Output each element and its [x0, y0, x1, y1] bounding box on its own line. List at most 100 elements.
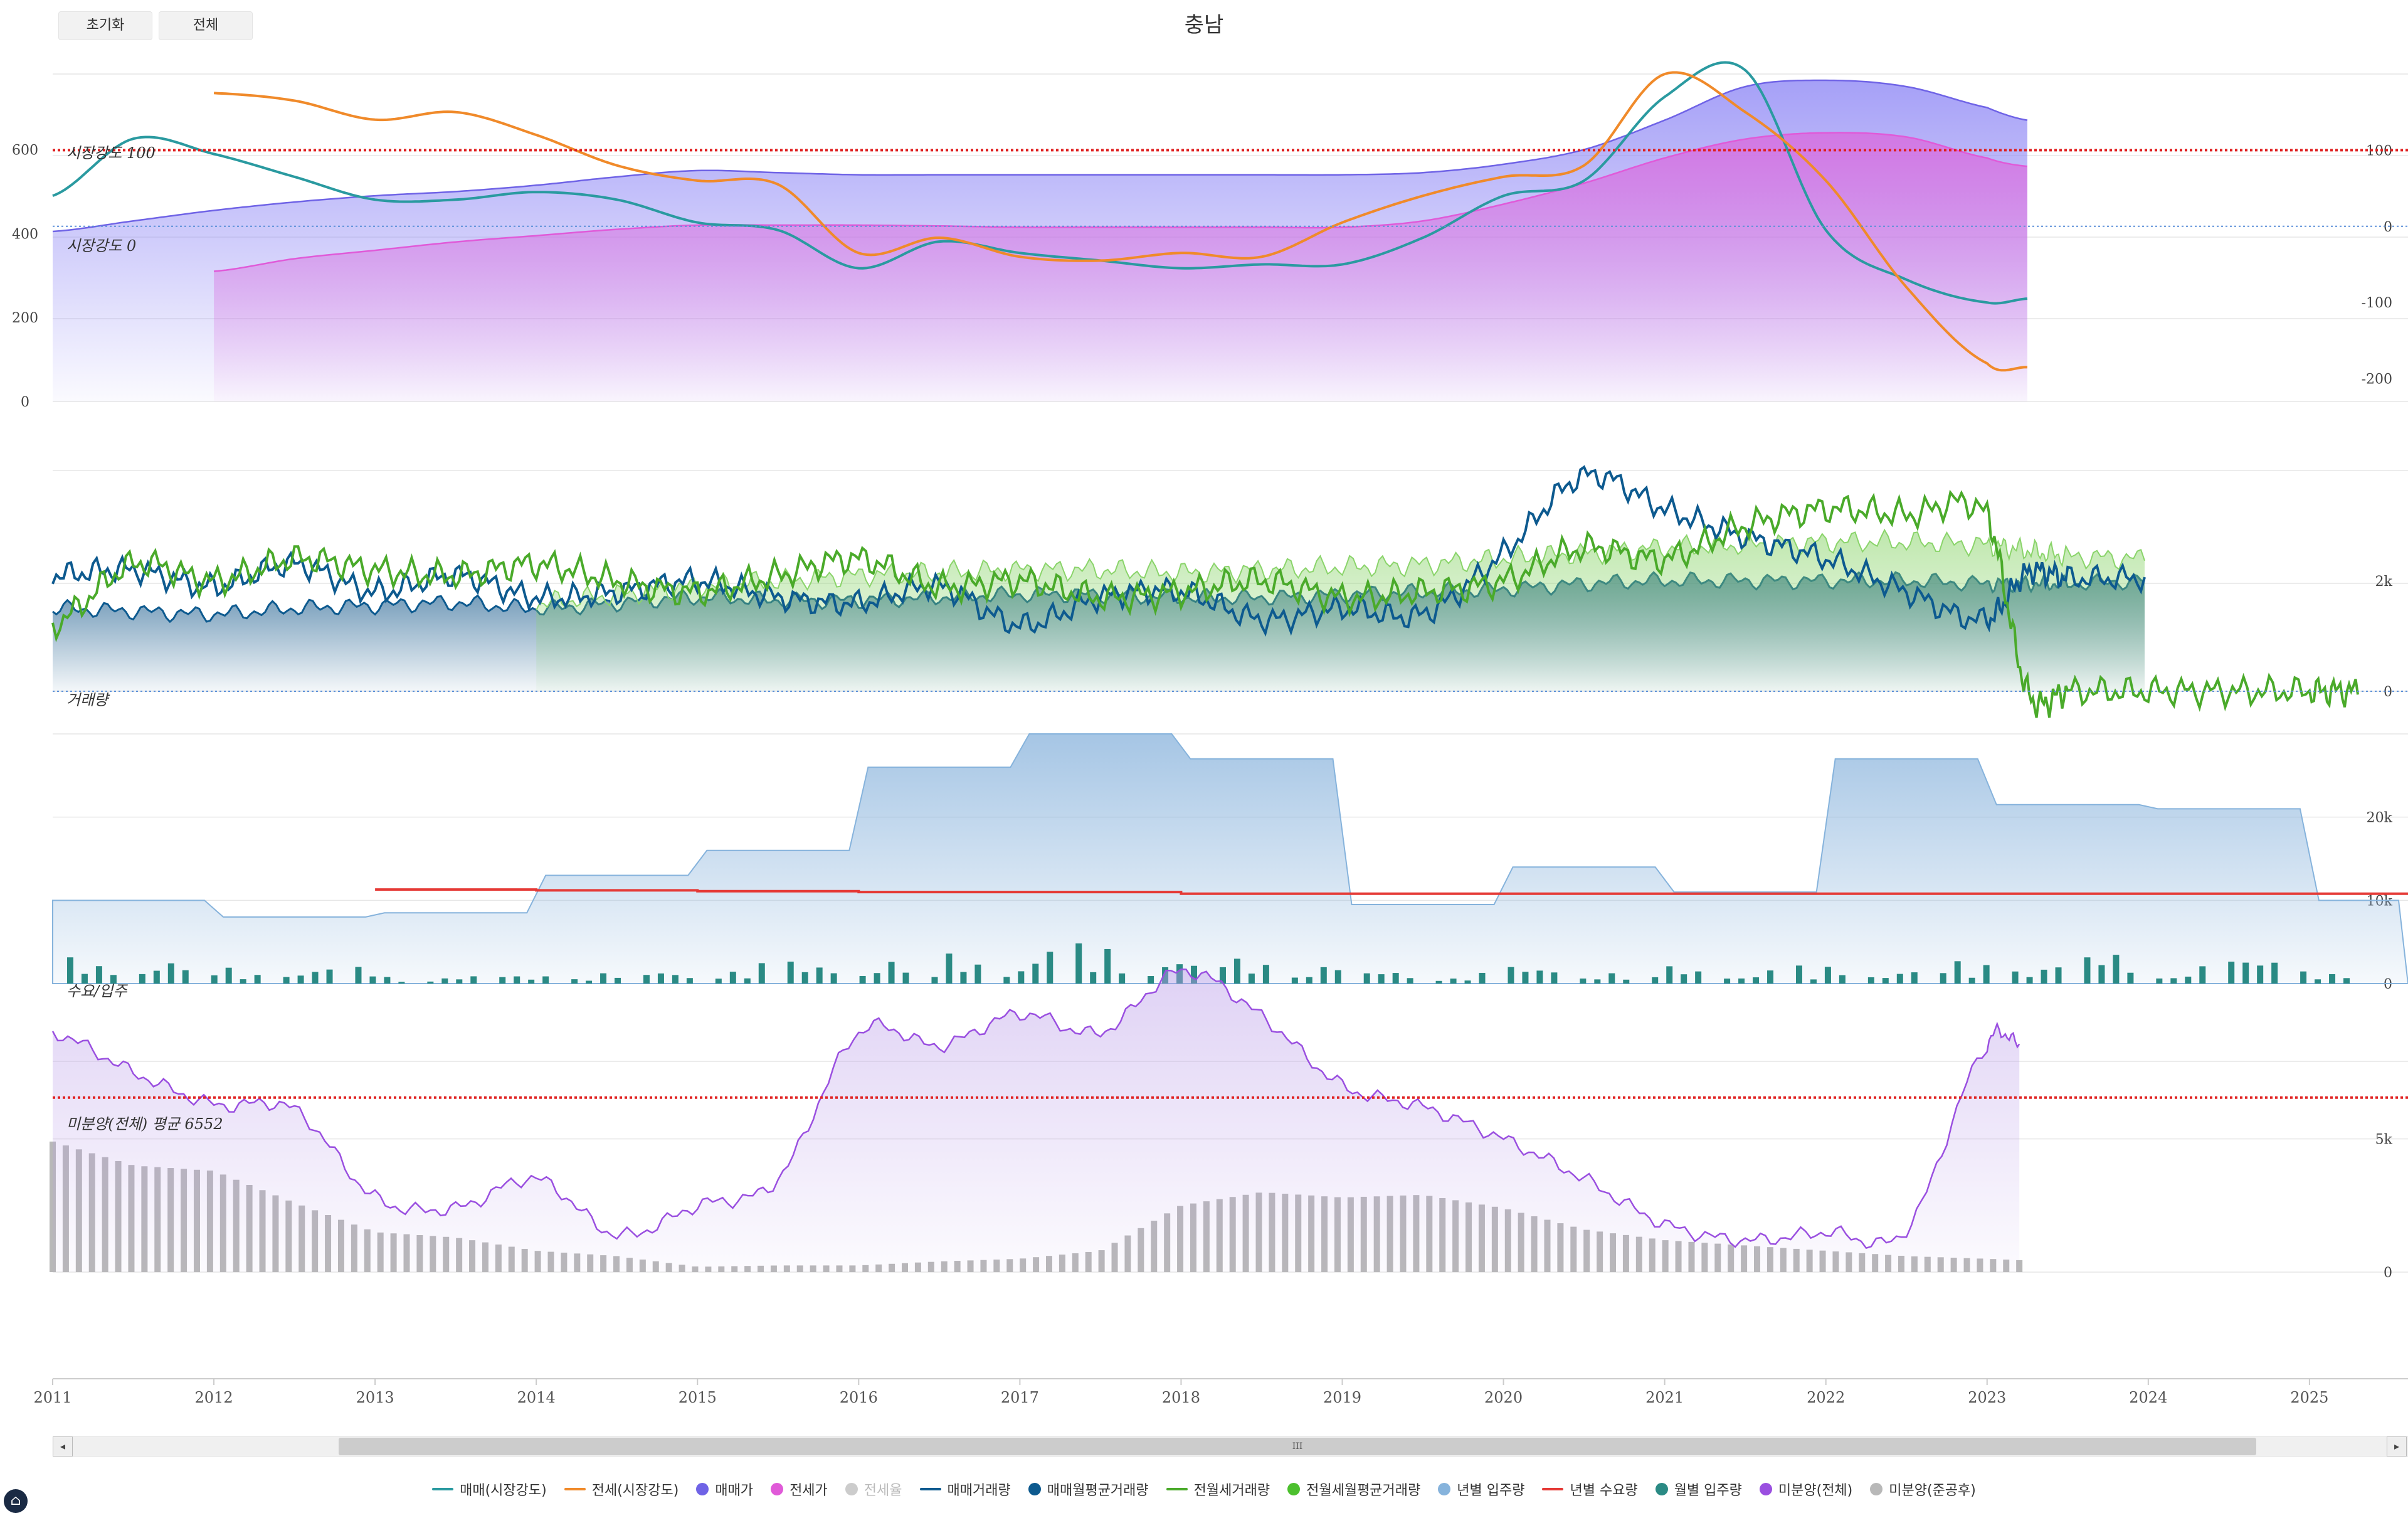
legend-item[interactable]: 전세(시장강도)	[564, 1479, 679, 1499]
chevron-right-icon: ▸	[2394, 1440, 2400, 1452]
monthly-supply-bar	[1248, 974, 1255, 984]
legend-line-icon	[1166, 1488, 1188, 1490]
monthly-supply-bar	[1580, 978, 1587, 984]
legend-item[interactable]: 월별 입주량	[1655, 1479, 1742, 1499]
monthly-supply-bar	[830, 973, 837, 984]
legend-item[interactable]: 전세율	[845, 1479, 902, 1499]
legend-dot-icon	[1438, 1483, 1451, 1495]
monthly-supply-bar	[312, 972, 319, 984]
legend-label: 매매가	[715, 1483, 754, 1499]
monthly-supply-bar	[153, 970, 160, 984]
scroll-left-button[interactable]: ◂	[53, 1436, 73, 1457]
y-right-tick-label: 0	[2384, 1265, 2392, 1281]
monthly-supply-bar	[1075, 943, 1082, 984]
monthly-supply-bar	[571, 979, 578, 984]
y-left-tick-label: 0	[21, 395, 29, 410]
series-line	[51, 489, 2359, 718]
monthly-supply-bar	[1233, 958, 1240, 984]
unsold-total-line	[51, 969, 2020, 1250]
monthly-supply-bar	[960, 972, 967, 984]
legend-item[interactable]: 미분양(전체)	[1759, 1479, 1852, 1499]
x-tick-label: 2012	[195, 1389, 233, 1406]
x-tick-label: 2016	[840, 1389, 878, 1406]
monthly-supply-bar	[1450, 979, 1457, 984]
monthly-supply-bar	[1407, 978, 1413, 984]
legend-item[interactable]: 매매월평균거래량	[1028, 1479, 1149, 1499]
y-right-tick-label: 2k	[2375, 574, 2393, 590]
legend-dot-icon	[1870, 1483, 1883, 1495]
monthly-supply-bar	[167, 963, 174, 984]
legend-item[interactable]: 매매가	[696, 1479, 753, 1499]
x-tick-label: 2020	[1484, 1389, 1523, 1406]
legend-label: 매매거래량	[947, 1483, 1011, 1499]
legend-item[interactable]: 매매(시장강도)	[432, 1479, 547, 1499]
monthly-supply-bar	[1104, 948, 1111, 984]
x-tick-label: 2011	[33, 1389, 71, 1406]
y-left-tick-label: 600	[12, 142, 38, 158]
monthly-supply-bar	[211, 975, 218, 984]
legend-dot-icon	[771, 1483, 784, 1495]
monthly-supply-bar	[499, 977, 506, 984]
monthly-supply-bar	[1191, 965, 1198, 984]
legend-item[interactable]: 전월세월평균거래량	[1287, 1479, 1420, 1499]
monthly-supply-bar	[2343, 978, 2350, 984]
monthly-supply-bar	[139, 974, 145, 984]
monthly-supply-bar	[1464, 980, 1471, 984]
show-all-button[interactable]: 전체	[159, 11, 253, 40]
home-logo-icon[interactable]: ⌂	[4, 1489, 28, 1513]
series-line	[52, 79, 2028, 233]
monthly-supply-bar	[2257, 965, 2264, 984]
unsold-panel: 0 5k	[50, 969, 2408, 1281]
y-right-tick-label: 0	[2384, 684, 2392, 700]
scroll-right-button[interactable]: ▸	[2387, 1436, 2407, 1457]
unsold-total-area	[53, 969, 2020, 1272]
series-line	[214, 132, 2028, 272]
monthly-supply-bar	[1320, 967, 1327, 984]
legend-item[interactable]: 년별 입주량	[1438, 1479, 1524, 1499]
monthly-supply-bar	[657, 973, 664, 984]
legend-dot-icon	[696, 1483, 709, 1495]
supply-demand-label: 수요/입주	[66, 982, 128, 1000]
monthly-supply-bar	[902, 972, 909, 984]
monthly-supply-bar	[729, 972, 736, 984]
x-tick-label: 2013	[356, 1389, 394, 1406]
monthly-supply-bar	[326, 969, 333, 984]
x-tick-label: 2017	[1001, 1389, 1039, 1406]
legend-item[interactable]: 전월세거래량	[1166, 1479, 1270, 1499]
legend-item[interactable]: 매매거래량	[919, 1479, 1011, 1499]
legend-dot-icon	[1287, 1483, 1301, 1495]
chart-title: 충남	[1184, 13, 1224, 38]
monthly-supply-bar	[1219, 967, 1226, 984]
monthly-supply-bar	[1119, 973, 1126, 984]
monthly-supply-bar	[2012, 971, 2019, 984]
monthly-supply-bar	[1435, 980, 1442, 984]
monthly-supply-bar	[1753, 977, 1760, 984]
monthly-supply-bar	[470, 976, 477, 984]
x-tick-label: 2019	[1323, 1389, 1361, 1406]
legend-label: 매매(시장강도)	[460, 1483, 547, 1499]
reset-button[interactable]: 초기화	[58, 11, 152, 40]
range-scroll-thumb[interactable]: III	[339, 1438, 2256, 1455]
chart-canvas[interactable]: 0 200 400 600 -200 -100 0 100 0 2k 010k20k 0 5k 2…	[0, 0, 2408, 1430]
legend-line-icon	[564, 1488, 586, 1490]
legend-dot-icon	[1028, 1483, 1041, 1495]
legend-label: 전세율	[863, 1483, 902, 1499]
legend-item[interactable]: 전세가	[771, 1479, 828, 1499]
monthly-supply-bar	[787, 962, 794, 984]
legend-item[interactable]: 년별 수요량	[1542, 1479, 1638, 1499]
monthly-supply-bar	[1090, 972, 1097, 984]
legend-line-icon	[1542, 1488, 1564, 1490]
chevron-left-icon: ◂	[60, 1440, 66, 1452]
monthly-supply-bar	[355, 967, 362, 984]
legend-item[interactable]: 미분양(준공후)	[1870, 1479, 1976, 1499]
monthly-supply-bar	[2300, 971, 2307, 984]
monthly-supply-bar	[2113, 955, 2120, 984]
monthly-supply-bar	[297, 975, 304, 984]
monthly-supply-bar	[1623, 979, 1630, 984]
monthly-supply-bar	[2098, 965, 2105, 984]
x-tick-label: 2018	[1162, 1389, 1200, 1406]
y-right-tick-label: 0	[2384, 220, 2392, 235]
legend-dot-icon	[1655, 1483, 1668, 1495]
yearly-supply-area	[52, 733, 2408, 984]
y-right-tick-label: -200	[2362, 372, 2392, 388]
